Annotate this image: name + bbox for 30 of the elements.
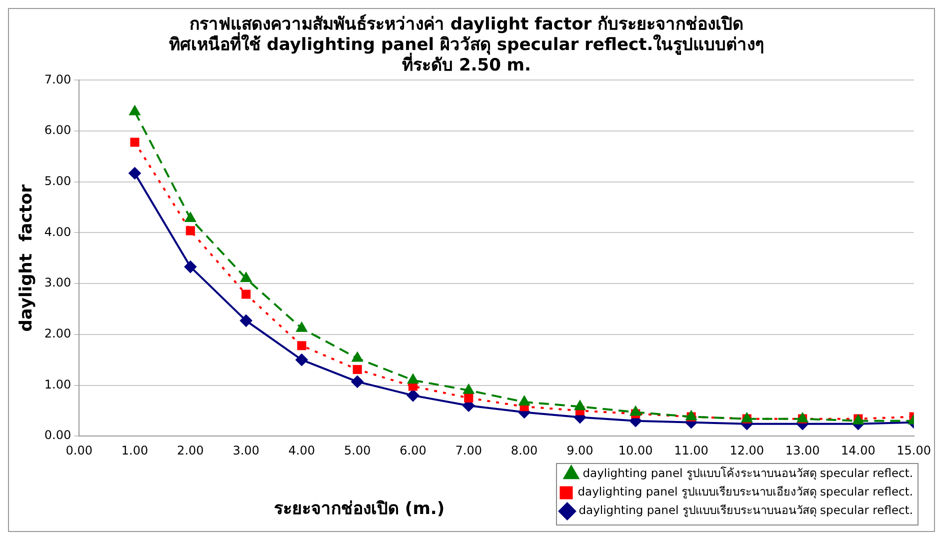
y-tick-label: 6.00 — [44, 123, 72, 138]
legend-label: daylighting panel รูปแบบเรียบระนาบนอนวัสดุ specular reflect. — [578, 503, 914, 518]
y-tick-label: 0.00 — [44, 428, 72, 442]
x-tick-label: 14.00 — [840, 443, 876, 458]
y-tick-label: 1.00 — [44, 377, 72, 392]
x-tick-label: 10.00 — [618, 443, 653, 458]
x-tick-label: 11.00 — [674, 443, 708, 458]
x-tick-label: 7.00 — [455, 443, 482, 458]
legend-label: daylighting panel รูปแบบโค้งระนาบนอนวัสดุ specular reflect. — [582, 466, 914, 480]
x-tick-label: 4.00 — [288, 443, 316, 458]
y-tick-label: 3.00 — [44, 276, 72, 290]
x-tick-label: 1.00 — [121, 443, 148, 458]
chart-title: กราฟแสดงความสัมพันธ์ระหว่างค่า daylight factor กับระยะจากช่องเปิด ทิศเหนือที่ใช้ daylighting panel ผิววัสดุ specular reflect.ในรูปแบบต่างๆ ที่ระดับ 2.50 m. — [168, 14, 764, 76]
x-tick-label: 2.00 — [177, 443, 204, 458]
x-tick-label: 6.00 — [400, 443, 426, 458]
y-tick-label: 7.00 — [44, 72, 72, 86]
y-tick-label: 2.00 — [44, 326, 72, 341]
x-tick-label: 8.00 — [510, 443, 538, 458]
x-axis-title: ระยะจากช่องเปิด (m.) — [274, 498, 445, 521]
y-tick-label: 5.00 — [44, 174, 72, 188]
y-axis-title: daylight factor — [16, 184, 37, 332]
legend-label: daylighting panel รูปแบบเรียบระนาบเอียงวัสดุ specular reflect. — [578, 484, 914, 499]
x-tick-label: 15.00 — [896, 443, 932, 458]
x-tick-label: 12.00 — [730, 443, 764, 458]
x-tick-label: 13.00 — [785, 443, 820, 458]
x-tick-label: 5.00 — [344, 443, 371, 458]
x-tick-label: 9.00 — [566, 443, 594, 458]
x-tick-label: 0.00 — [66, 443, 92, 458]
y-tick-label: 4.00 — [44, 224, 72, 239]
x-tick-label: 3.00 — [232, 443, 260, 458]
